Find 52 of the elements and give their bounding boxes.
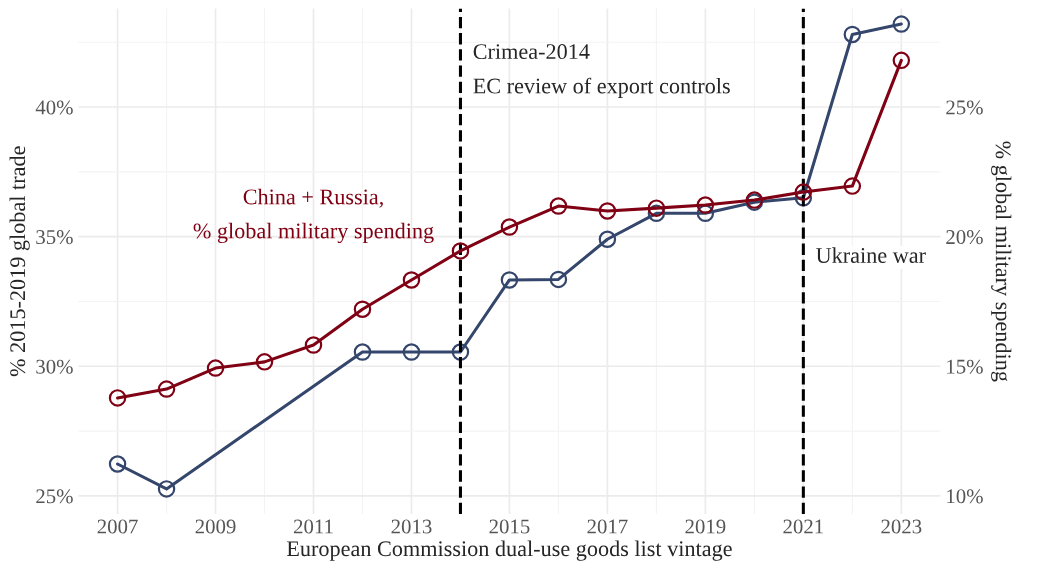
ref-line-label: Ukraine war	[816, 247, 926, 263]
point	[353, 300, 372, 318]
y-tick-label: 40%	[35, 100, 73, 115]
point	[647, 199, 666, 217]
point	[402, 271, 421, 289]
point	[598, 230, 617, 248]
x-axis-title: European Commission dual-use goods list vintage	[286, 540, 732, 561]
y2-tick-label: 15%	[947, 359, 983, 374]
point	[794, 183, 813, 201]
point	[500, 271, 519, 289]
point	[892, 51, 911, 70]
x-tick-label: 2019	[685, 519, 726, 534]
y-tick-label: 35%	[36, 230, 73, 245]
point	[451, 242, 470, 260]
point	[549, 270, 568, 289]
point	[157, 380, 176, 398]
x-tick-label: 2023	[881, 519, 922, 534]
x-tick-label: 2011	[293, 519, 333, 534]
point	[892, 15, 911, 33]
point	[108, 389, 127, 407]
x-tick-label: 2015	[489, 519, 530, 534]
point	[696, 196, 715, 214]
point	[696, 204, 715, 223]
point	[500, 218, 519, 236]
point	[451, 343, 470, 361]
ref-line-label: Crimea-2014 EC review of export controls	[473, 44, 730, 99]
point	[647, 204, 666, 223]
point	[794, 189, 813, 207]
point	[843, 25, 862, 44]
point	[843, 177, 862, 195]
point	[304, 336, 323, 354]
x-tick-label: 2013	[391, 519, 432, 534]
y-tick-label: 25%	[36, 489, 73, 504]
y2-tick-label: 25%	[946, 100, 983, 115]
y2-tick-label: 20%	[946, 230, 983, 245]
x-tick-label: 2017	[587, 519, 628, 534]
point	[157, 480, 176, 498]
y2-axis-title: % global military spending	[991, 141, 1012, 382]
y-tick-label: 30%	[36, 359, 73, 374]
x-tick-label: 2009	[195, 519, 236, 534]
point	[598, 202, 617, 220]
point	[255, 353, 274, 371]
point	[206, 359, 225, 377]
point	[549, 197, 568, 215]
point	[353, 343, 372, 361]
point	[402, 343, 421, 361]
y2-tick-label: 10%	[947, 489, 983, 504]
x-tick-label: 2021	[783, 519, 823, 534]
point	[108, 455, 127, 473]
x-tick-label: 2007	[97, 519, 138, 534]
series-label: China + Russia, % global military spending	[193, 188, 434, 244]
y-axis-title: % 2015-2019 global trade	[9, 146, 30, 377]
